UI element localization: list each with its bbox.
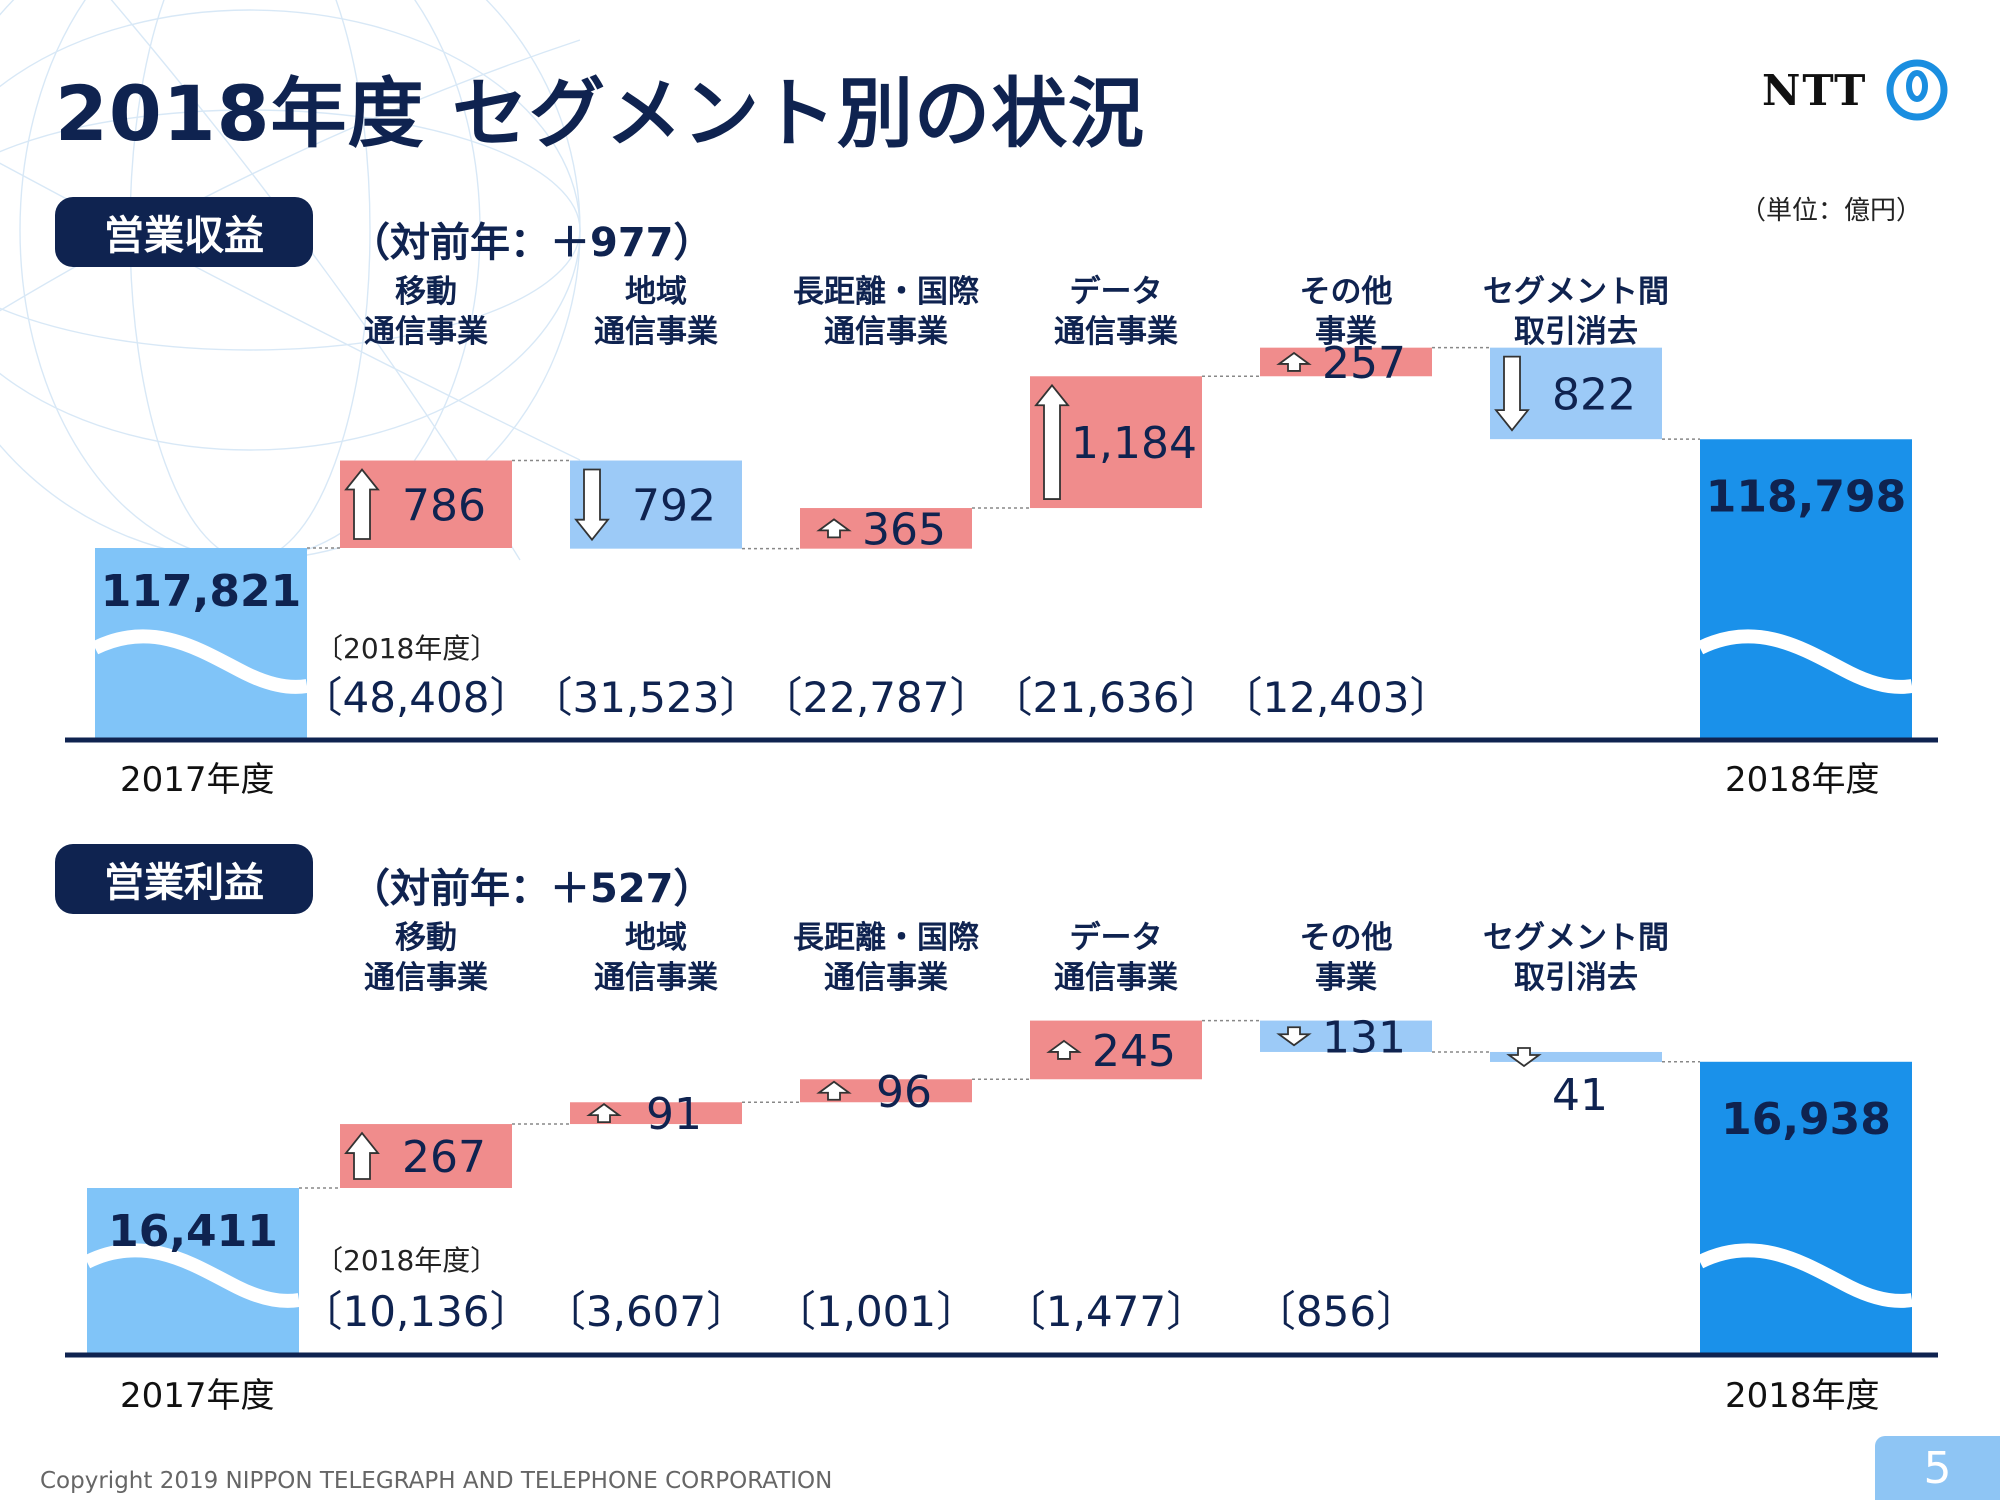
step-value-label: 245 — [1092, 1026, 1176, 1077]
start-value-label: 117,821 — [101, 566, 301, 617]
end-value-label: 118,798 — [1706, 471, 1906, 522]
step-value-label: 792 — [632, 481, 716, 532]
wave-decoration — [83, 1243, 301, 1308]
step-value-label: 91 — [646, 1089, 702, 1140]
section-label-revenue: 営業収益 — [55, 197, 313, 267]
category-label: 移動 通信事業 — [364, 274, 488, 350]
start-value-label: 16,411 — [108, 1206, 278, 1257]
yoy-profit: （対前年：＋527） — [350, 866, 714, 912]
profit-section: 営業利益 （対前年：＋527） 移動 通信事業 地域 通信事業 長距離・国際 通… — [55, 844, 1938, 1416]
yoy-revenue: （対前年：＋977） — [350, 220, 714, 266]
step-bar — [1490, 1051, 1662, 1062]
step-value-label: 41 — [1552, 1070, 1608, 1121]
revenue-waterfall-chart: 117,821 786 〔48,408〕 792 〔31,523〕 365 〔22,787〕… — [65, 338, 1938, 743]
fy2018-value: 〔31,523〕 — [531, 673, 762, 722]
fy2018-value: 〔48,408〕 — [301, 673, 532, 722]
step-value-label: 257 — [1322, 338, 1406, 389]
category-label: その他 事業 — [1299, 274, 1393, 350]
page-number: 5 — [1875, 1436, 2000, 1500]
fy2018-value: 〔22,787〕 — [761, 673, 992, 722]
end-value-label: 16,938 — [1721, 1094, 1891, 1145]
unit-note: （単位：億円） — [1740, 196, 1923, 226]
down-arrow-icon — [1506, 1047, 1542, 1068]
ntt-logo: NTT — [1762, 58, 1949, 122]
step-bar — [570, 1102, 742, 1125]
category-label: 地域 通信事業 — [594, 920, 718, 996]
ntt-logo-icon — [1886, 59, 1948, 121]
category-label: データ 通信事業 — [1054, 274, 1178, 350]
logo-text: NTT — [1762, 65, 1868, 115]
down-arrow-icon — [1276, 1026, 1312, 1047]
category-label: セグメント間 取引消去 — [1483, 920, 1669, 996]
step-value-label: 365 — [862, 504, 946, 555]
fy2018-value: 〔10,136〕 — [301, 1287, 532, 1336]
fy2018-header: 〔2018年度〕 — [315, 1244, 498, 1277]
wave-decoration — [1696, 1243, 1914, 1308]
fy2018-value: 〔12,403〕 — [1221, 673, 1452, 722]
step-value-label: 96 — [876, 1067, 932, 1118]
step-value-label: 131 — [1322, 1012, 1406, 1063]
up-arrow-icon — [816, 1080, 852, 1101]
fy2018-value: 〔1,001〕 — [774, 1287, 978, 1336]
down-arrow-icon — [574, 468, 610, 542]
copyright-footer: Copyright 2019 NIPPON TELEGRAPH AND TELE… — [40, 1468, 833, 1494]
fy2018-value: 〔21,636〕 — [991, 673, 1222, 722]
step-value-label: 267 — [402, 1132, 486, 1183]
step-bar — [800, 1079, 972, 1103]
category-label: 長距離・国際 通信事業 — [793, 920, 979, 996]
step-value-label: 1,184 — [1071, 418, 1197, 469]
end-bar — [1700, 1061, 1912, 1355]
category-label: その他 事業 — [1299, 920, 1393, 996]
end-year-label: 2018年度 — [1725, 1376, 1880, 1416]
step-value-label: 786 — [402, 480, 486, 531]
category-label: 地域 通信事業 — [594, 274, 718, 350]
category-label: セグメント間 取引消去 — [1483, 274, 1669, 350]
up-arrow-icon — [344, 468, 380, 540]
fy2018-value: 〔856〕 — [1254, 1287, 1418, 1336]
fy2018-value: 〔3,607〕 — [544, 1287, 748, 1336]
up-arrow-icon — [1034, 383, 1070, 500]
down-arrow-icon — [1494, 355, 1530, 432]
fy2018-value: 〔1,477〕 — [1004, 1287, 1208, 1336]
category-label: 移動 通信事業 — [364, 920, 488, 996]
page-title: 2018年度 セグメント別の状況 — [55, 69, 1145, 158]
wave-decoration — [91, 629, 309, 694]
section-label-profit: 営業利益 — [55, 844, 313, 914]
start-year-label: 2017年度 — [120, 760, 275, 800]
wave-decoration — [1696, 629, 1914, 694]
up-arrow-icon — [586, 1103, 622, 1124]
end-year-label: 2018年度 — [1725, 760, 1880, 800]
revenue-section: 営業収益 （対前年：＋977） 移動 通信事業 地域 通信事業 長距離・国際 通… — [55, 197, 1938, 800]
category-label: 長距離・国際 通信事業 — [793, 274, 979, 350]
up-arrow-icon — [1046, 1039, 1082, 1060]
up-arrow-icon — [1276, 351, 1312, 372]
start-year-label: 2017年度 — [120, 1376, 275, 1416]
category-label: データ 通信事業 — [1054, 920, 1178, 996]
step-value-label: 822 — [1552, 369, 1636, 420]
up-arrow-icon — [816, 518, 852, 539]
fy2018-header: 〔2018年度〕 — [315, 632, 498, 665]
up-arrow-icon — [344, 1131, 380, 1180]
